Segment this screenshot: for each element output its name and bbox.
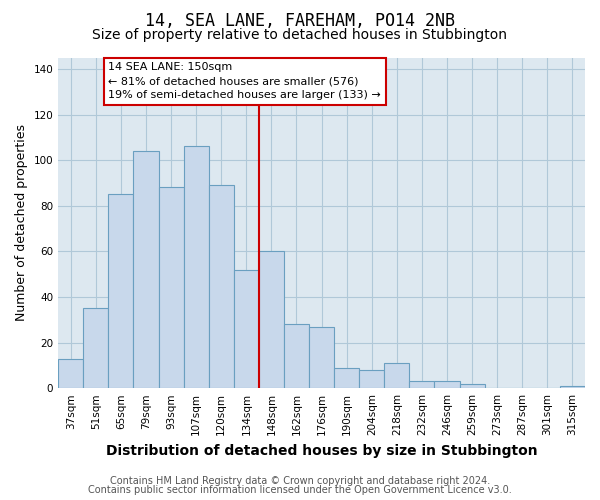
Bar <box>58 358 83 388</box>
Bar <box>209 185 234 388</box>
Bar <box>83 308 109 388</box>
Bar <box>560 386 585 388</box>
Text: 14 SEA LANE: 150sqm
← 81% of detached houses are smaller (576)
19% of semi-detac: 14 SEA LANE: 150sqm ← 81% of detached ho… <box>109 62 381 100</box>
Bar <box>184 146 209 388</box>
Text: Contains HM Land Registry data © Crown copyright and database right 2024.: Contains HM Land Registry data © Crown c… <box>110 476 490 486</box>
Bar <box>409 382 434 388</box>
Bar <box>434 382 460 388</box>
Bar <box>385 363 409 388</box>
X-axis label: Distribution of detached houses by size in Stubbington: Distribution of detached houses by size … <box>106 444 538 458</box>
Bar <box>309 326 334 388</box>
Bar <box>158 188 184 388</box>
Bar <box>284 324 309 388</box>
Text: Size of property relative to detached houses in Stubbington: Size of property relative to detached ho… <box>92 28 508 42</box>
Text: Contains public sector information licensed under the Open Government Licence v3: Contains public sector information licen… <box>88 485 512 495</box>
Text: 14, SEA LANE, FAREHAM, PO14 2NB: 14, SEA LANE, FAREHAM, PO14 2NB <box>145 12 455 30</box>
Bar <box>460 384 485 388</box>
Bar <box>109 194 133 388</box>
Bar <box>259 252 284 388</box>
Bar <box>234 270 259 388</box>
Y-axis label: Number of detached properties: Number of detached properties <box>15 124 28 322</box>
Bar <box>334 368 359 388</box>
Bar <box>133 151 158 388</box>
Bar <box>359 370 385 388</box>
